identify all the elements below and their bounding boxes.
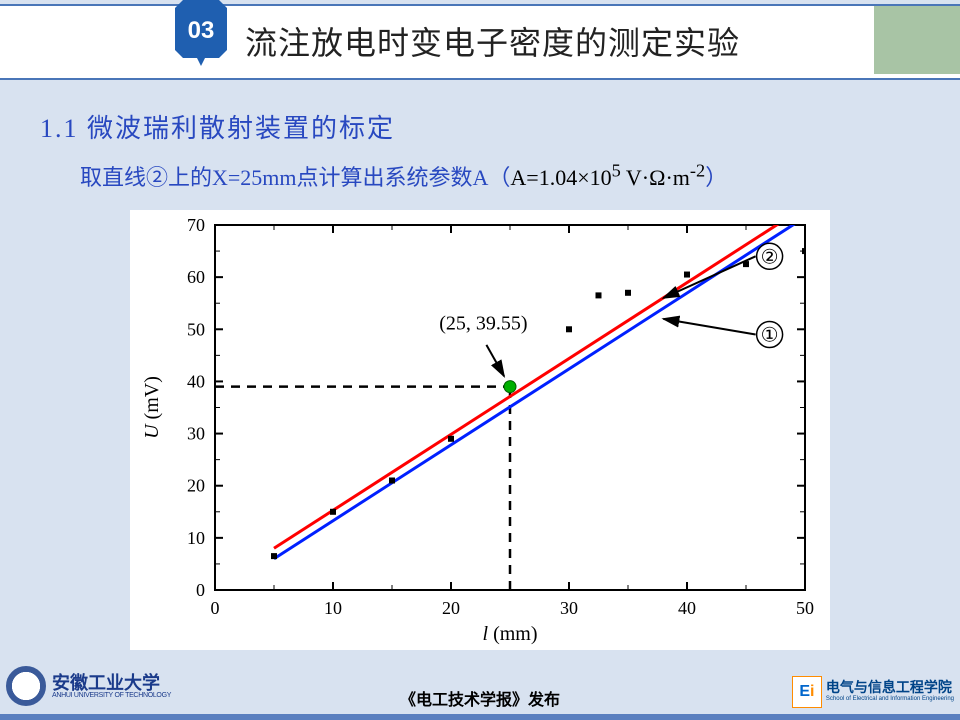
svg-text:30: 30 xyxy=(187,424,205,444)
footer-bar xyxy=(0,714,960,720)
school-name: 电气与信息工程学院 xyxy=(826,682,954,696)
chart-svg: 0 10 20 30 40 50 0 10 20 30 40 50 60 70 l (mm) U (mV) (2… xyxy=(130,210,830,650)
svg-text:40: 40 xyxy=(187,371,205,391)
svg-text:70: 70 xyxy=(187,215,205,235)
svg-text:30: 30 xyxy=(560,598,578,618)
svg-text:20: 20 xyxy=(187,476,205,496)
section-heading: 1.1 微波瑞利散射装置的标定 xyxy=(40,108,395,145)
svg-text:10: 10 xyxy=(187,528,205,548)
svg-text:l (mm): l (mm) xyxy=(483,623,538,645)
chart: 0 10 20 30 40 50 0 10 20 30 40 50 60 70 l (mm) U (mV) (2… xyxy=(130,210,830,650)
right-affiliation: Ei 电气与信息工程学院 School of Electrical and In… xyxy=(792,676,954,708)
svg-text:50: 50 xyxy=(187,319,205,339)
svg-text:60: 60 xyxy=(187,267,205,287)
formula: A=1.04×105 V·Ω·m-2 xyxy=(510,165,705,190)
section-number: 1.1 xyxy=(40,114,79,143)
svg-text:40: 40 xyxy=(678,598,696,618)
svg-text:(25, 39.55): (25, 39.55) xyxy=(439,312,527,334)
section-badge: 03 xyxy=(175,0,227,80)
body-sentence: 取直线②上的X=25mm点计算出系统参数A（A=1.04×105 V·Ω·m-2… xyxy=(80,160,727,192)
section-title-text: 微波瑞利散射装置的标定 xyxy=(87,114,395,143)
svg-text:20: 20 xyxy=(442,598,460,618)
svg-text:50: 50 xyxy=(796,598,814,618)
svg-text:0: 0 xyxy=(211,598,220,618)
svg-text:U (mV): U (mV) xyxy=(141,376,163,439)
slide: { "header": { "badge_number": "03", "bad… xyxy=(0,0,960,720)
school-sub: School of Electrical and Information Eng… xyxy=(826,696,954,702)
footer: 安徽工业大学 ANHUI UNIVERSITY OF TECHNOLOGY 《电… xyxy=(0,658,960,720)
body-prefix: 取直线②上的X=25mm点计算出系统参数A（ xyxy=(80,165,510,190)
svg-text:②: ② xyxy=(761,246,779,268)
ei-logo-icon: Ei xyxy=(792,676,822,708)
body-suffix: ） xyxy=(705,165,727,190)
svg-text:0: 0 xyxy=(196,580,205,600)
page-title: 流注放电时变电子密度的测定实验 xyxy=(245,18,740,64)
badge-number: 03 xyxy=(188,17,215,44)
svg-text:①: ① xyxy=(761,325,779,347)
title-accent xyxy=(872,6,960,74)
svg-text:10: 10 xyxy=(324,598,342,618)
